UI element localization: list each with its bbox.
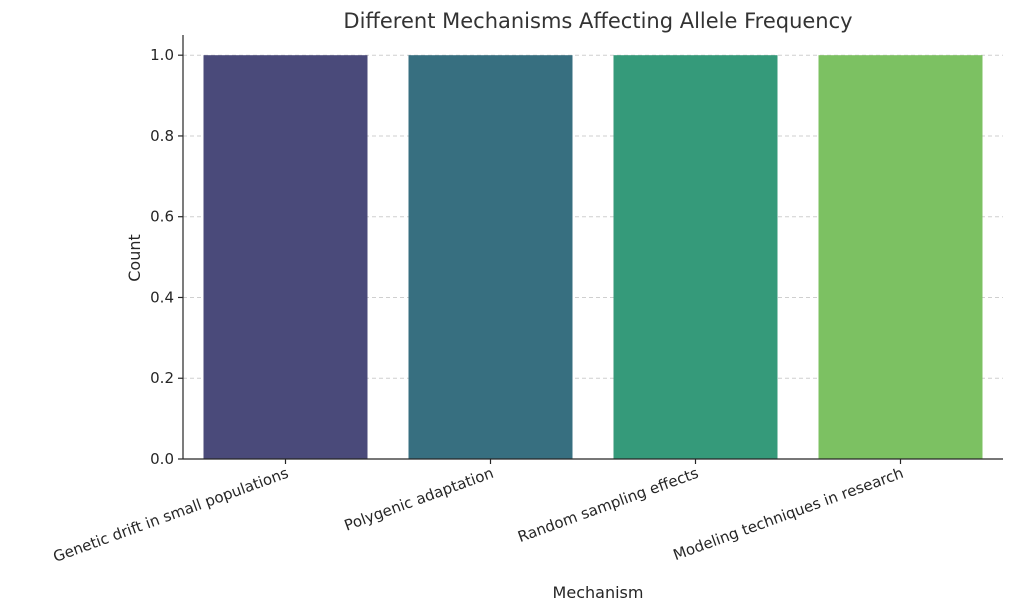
axes-layer bbox=[182, 35, 1003, 460]
bar bbox=[203, 55, 368, 459]
bar bbox=[408, 55, 573, 459]
bars-layer bbox=[203, 55, 983, 459]
bar bbox=[613, 55, 778, 459]
y-tick-label: 0.0 bbox=[150, 450, 174, 468]
y-ticks: 0.0 0.2 0.4 0.6 0.8 1.0 bbox=[150, 46, 183, 468]
x-ticks: Genetic drift in small populations Polyge… bbox=[51, 459, 906, 566]
y-tick-label: 0.4 bbox=[150, 288, 174, 306]
chart-title: Different Mechanisms Affecting Allele Fr… bbox=[343, 9, 852, 33]
x-axis-label: Mechanism bbox=[553, 583, 644, 602]
x-tick-label: Modeling techniques in research bbox=[671, 464, 906, 564]
y-tick-label: 1.0 bbox=[150, 46, 174, 64]
x-tick-label: Genetic drift in small populations bbox=[51, 464, 291, 566]
y-tick-label: 0.6 bbox=[150, 208, 174, 226]
x-tick-label: Random sampling effects bbox=[515, 464, 701, 546]
y-tick-label: 0.2 bbox=[150, 369, 174, 387]
y-axis-label: Count bbox=[125, 234, 144, 282]
x-tick-label: Polygenic adaptation bbox=[342, 464, 496, 535]
bar bbox=[818, 55, 983, 459]
y-tick-label: 0.8 bbox=[150, 127, 174, 145]
